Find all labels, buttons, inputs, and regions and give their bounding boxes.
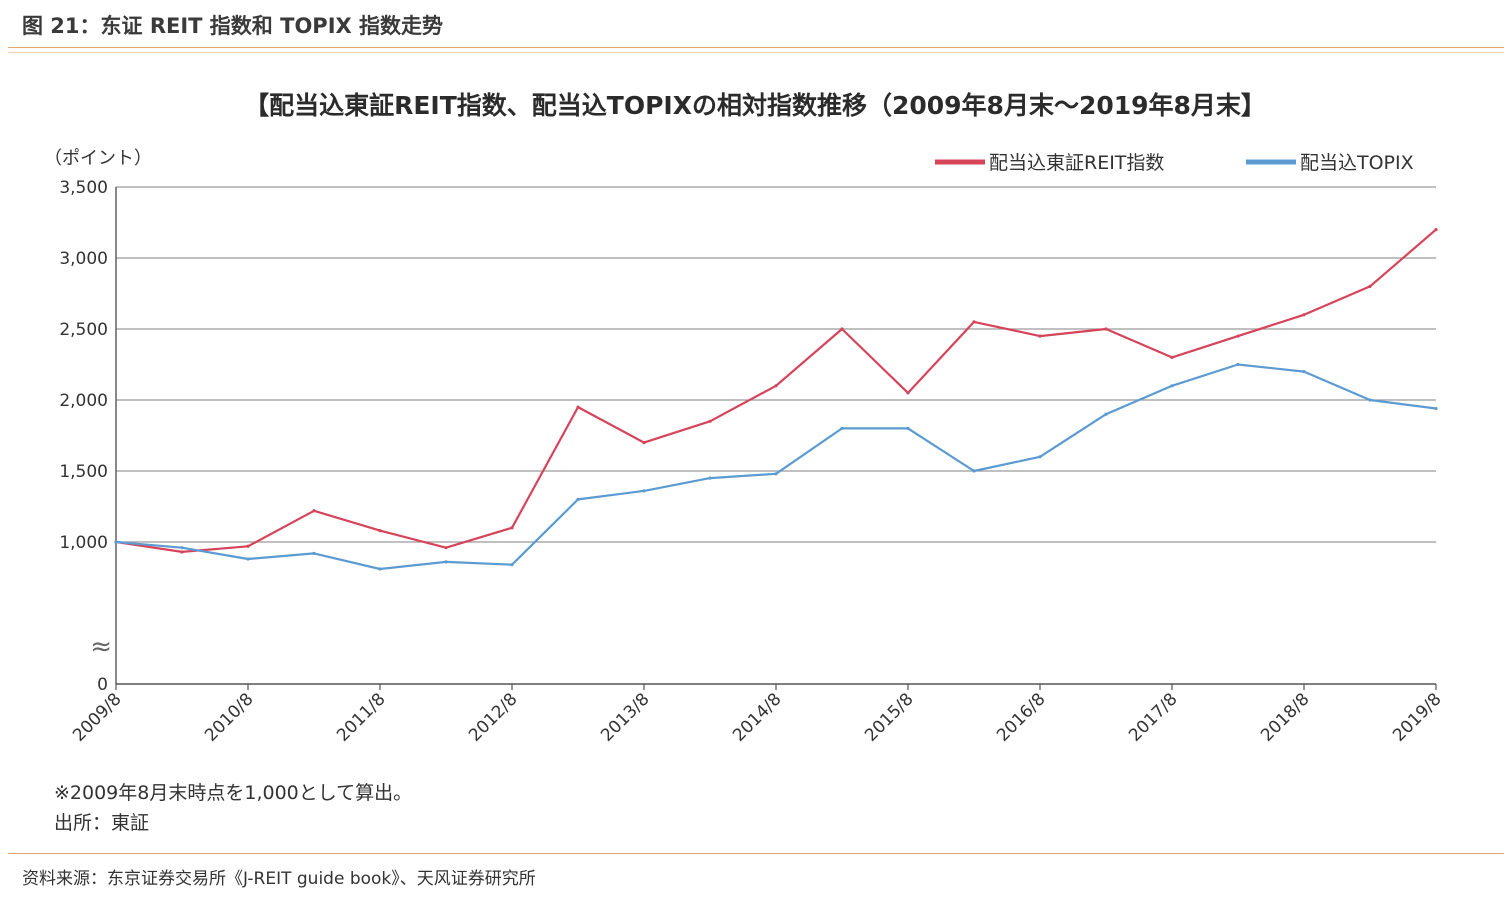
gridlines (116, 186, 1436, 543)
y-tick-label: 1,500 (59, 462, 108, 482)
y-axis-unit-label: （ポイント） (44, 148, 152, 169)
y-tick-label: 1,000 (59, 533, 108, 553)
reit-point (180, 550, 184, 554)
topix-point (312, 551, 316, 555)
reit-point (774, 384, 778, 388)
topix-point (1236, 362, 1240, 367)
reit-point (1038, 334, 1042, 338)
reit-point (708, 419, 712, 423)
bottom-divider (8, 853, 1504, 854)
x-tick-label: 2015/8 (861, 689, 917, 745)
legend-label-topix: 配当込TOPIX (1300, 152, 1414, 174)
reit-point (1236, 334, 1240, 338)
topix-point (774, 472, 778, 476)
topix-point (708, 476, 712, 480)
reit-point (444, 546, 448, 550)
reit-point (1368, 284, 1372, 288)
x-tick-label: 2009/8 (69, 689, 125, 745)
x-tick-label: 2011/8 (333, 689, 389, 745)
chart-title: 【配当込東証REIT指数、配当込TOPIXの相対指数推移（2009年8月末～20… (244, 91, 1266, 120)
topix-point (906, 426, 910, 430)
topix-point (1038, 455, 1042, 459)
topix-point (840, 426, 844, 430)
topix-point (1104, 412, 1108, 416)
topix-point (444, 560, 448, 564)
legend: 配当込東証REIT指数 配当込TOPIX (935, 152, 1414, 174)
x-tick-label: 2010/8 (201, 689, 257, 745)
topix-point (642, 489, 646, 493)
topix-point (378, 567, 382, 571)
reit-point (1104, 327, 1108, 331)
topix-point (1170, 384, 1174, 388)
x-tick-label: 2014/8 (729, 689, 785, 745)
series-line-topix (115, 363, 1437, 571)
axes: ≈ (90, 187, 1437, 690)
x-tick-label: 2018/8 (1257, 689, 1313, 745)
reit-point (576, 405, 580, 409)
topix-point (114, 540, 118, 544)
figure-title: 图 21：东证 REIT 指数和 TOPIX 指数走势 (22, 14, 444, 38)
reit-point (840, 327, 844, 331)
topix-point (180, 546, 184, 550)
top-divider-thin (8, 52, 1504, 53)
reit-point (1170, 355, 1174, 359)
top-divider (8, 47, 1504, 48)
reit-point (246, 544, 250, 548)
y-tick-label: 3,000 (59, 249, 108, 269)
topix-point (576, 497, 580, 501)
source-text: 资料来源：东京证券交易所《J-REIT guide book》、天风证券研究所 (22, 869, 536, 889)
series-layer (114, 228, 1438, 571)
reit-point (642, 441, 646, 445)
x-tick-label: 2013/8 (597, 689, 653, 745)
chart-source-note: 出所：東証 (54, 812, 150, 834)
axis-break-mark: ≈ (90, 632, 112, 662)
x-tick-label: 2017/8 (1125, 689, 1181, 745)
reit-point (906, 391, 910, 395)
reit-point (378, 529, 382, 533)
y-tick-label: 2,500 (59, 320, 108, 340)
topix-point (972, 469, 976, 473)
reit-point (510, 526, 514, 530)
y-tick-label: 3,500 (59, 178, 108, 198)
x-tick-label: 2012/8 (465, 689, 521, 745)
reit-point (1302, 313, 1306, 317)
x-tick-label: 2019/8 (1389, 689, 1445, 745)
tick-labels: 0 1,000 1,500 2,000 2,500 3,000 3,500 2009/8 201… (59, 178, 1445, 746)
reit-point (312, 509, 316, 513)
y-tick-label: 2,000 (59, 391, 108, 411)
topix-point (1302, 370, 1306, 374)
x-tick-label: 2016/8 (993, 689, 1049, 745)
legend-label-reit: 配当込東証REIT指数 (989, 152, 1164, 174)
reit-point (1434, 228, 1438, 232)
y-tick-label: 0 (97, 675, 108, 695)
series-line-reit (115, 228, 1437, 554)
reit-point (972, 320, 976, 324)
topix-point (246, 557, 250, 561)
topix-point (1368, 398, 1372, 402)
topix-point (510, 563, 514, 567)
chart-note: ※2009年8月末時点を1,000として算出。 (54, 782, 413, 804)
topix-point (1434, 406, 1438, 411)
